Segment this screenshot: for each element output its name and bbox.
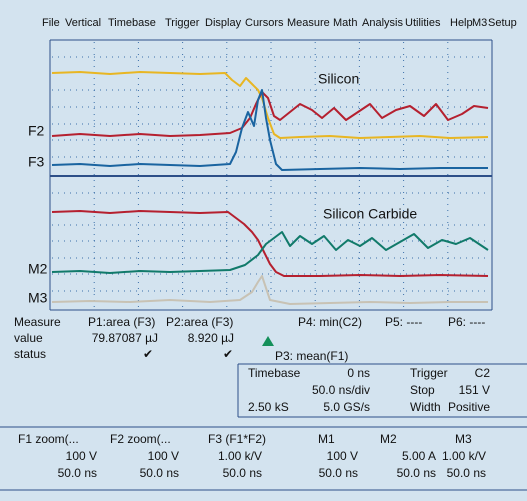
trace-label: F2: [28, 123, 45, 139]
menu-item[interactable]: Display: [205, 17, 242, 29]
trace-f1: [51, 71, 489, 139]
menu-item[interactable]: File: [42, 17, 60, 29]
channel-name: F1 zoom(...: [18, 432, 79, 446]
trigger-polarity: Positive: [448, 400, 490, 414]
menu-bar: File Vertical Timebase Trigger Display C…: [42, 17, 517, 29]
trace-f2: [51, 91, 489, 137]
row-label: Measure: [14, 315, 61, 329]
channel-name: M3: [455, 432, 472, 446]
param-name: P4: min(C2): [298, 315, 362, 329]
row-label: status: [14, 347, 46, 361]
trace-label: M2: [28, 261, 48, 277]
channel-name: F3 (F1*F2): [208, 432, 266, 446]
param-status: ✔: [223, 347, 233, 361]
menu-item[interactable]: Help: [450, 17, 473, 29]
channel-scale: 100 V: [66, 449, 97, 463]
timebase-samples: 2.50 kS: [248, 400, 289, 414]
trigger-marker: [262, 336, 274, 346]
trigger-source: C2: [475, 366, 491, 380]
param-name: P1:area (F3): [88, 315, 155, 329]
menu-item[interactable]: Trigger: [165, 17, 200, 29]
param-name: P3: mean(F1): [275, 349, 348, 363]
timebase-delay: 0 ns: [347, 366, 370, 380]
channel-time: 50.0 ns: [447, 466, 486, 480]
channel-time: 50.0 ns: [223, 466, 262, 480]
menu-item[interactable]: Vertical: [65, 17, 101, 29]
timebase-label: Timebase: [248, 366, 301, 380]
menu-item[interactable]: Timebase: [108, 17, 156, 29]
panel-annotation: Silicon Carbide: [323, 206, 417, 222]
channel-scale: 5.00 A: [402, 449, 436, 463]
channel-time: 50.0 ns: [58, 466, 97, 480]
channel-time: 50.0 ns: [397, 466, 436, 480]
channel-scale: 1.00 k/V: [442, 449, 486, 463]
trigger-type: Width: [410, 400, 441, 414]
trigger-label: Trigger: [410, 366, 448, 380]
trace-m1: [51, 210, 489, 277]
channel-name: M1: [318, 432, 335, 446]
param-name: P2:area (F3): [166, 315, 233, 329]
menu-item[interactable]: Utilities: [405, 17, 441, 29]
timebase-rate: 5.0 GS/s: [323, 400, 370, 414]
param-status: ✔: [143, 347, 153, 361]
menu-item[interactable]: Math: [333, 17, 357, 29]
trace-label: M3: [28, 290, 48, 306]
channel-table: F1 zoom(... 100 V 50.0 ns F2 zoom(... 100 V 5…: [18, 432, 486, 480]
trace-label: F3: [28, 154, 45, 170]
grid: [52, 42, 490, 308]
trace-m2: [51, 231, 489, 274]
row-label: value: [14, 331, 43, 345]
channel-scale: 1.00 k/V: [218, 449, 262, 463]
trace-m3: [51, 275, 488, 305]
channel-scale: 100 V: [148, 449, 179, 463]
trigger-mode: Stop: [410, 383, 435, 397]
menu-item[interactable]: Setup: [488, 17, 517, 29]
trigger-level: 151 V: [459, 383, 490, 397]
channel-scale: 100 V: [327, 449, 358, 463]
menu-item[interactable]: M3: [472, 17, 487, 29]
menu-item[interactable]: Measure: [287, 17, 330, 29]
channel-time: 50.0 ns: [319, 466, 358, 480]
menu-item[interactable]: Analysis: [362, 17, 403, 29]
channel-time: 50.0 ns: [140, 466, 179, 480]
menu-item[interactable]: Cursors: [245, 17, 284, 29]
trace-f3: [51, 89, 488, 171]
channel-name: M2: [380, 432, 397, 446]
panel-annotation: Silicon: [318, 71, 359, 87]
param-value: 8.920 µJ: [188, 331, 234, 345]
channel-name: F2 zoom(...: [110, 432, 171, 446]
param-name: P6: ----: [448, 315, 485, 329]
timebase-scale: 50.0 ns/div: [312, 383, 370, 397]
param-value: 79.87087 µJ: [92, 331, 158, 345]
param-name: P5: ----: [385, 315, 422, 329]
